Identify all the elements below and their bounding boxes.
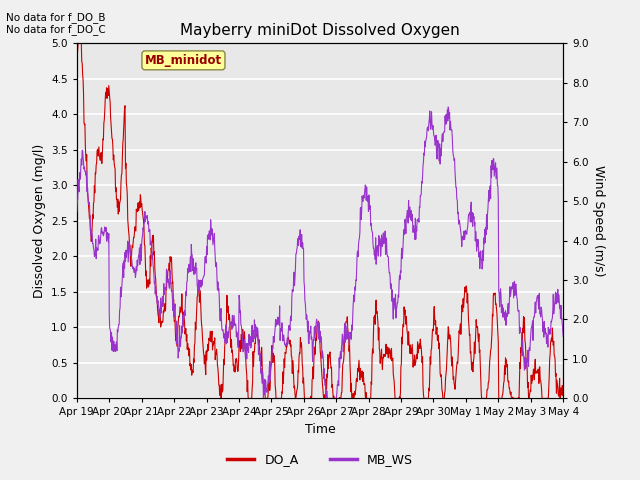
Title: Mayberry miniDot Dissolved Oxygen: Mayberry miniDot Dissolved Oxygen <box>180 23 460 38</box>
Text: No data for f_DO_B: No data for f_DO_B <box>6 12 106 23</box>
Y-axis label: Wind Speed (m/s): Wind Speed (m/s) <box>593 165 605 276</box>
Text: No data for f_DO_C: No data for f_DO_C <box>6 24 106 35</box>
Legend: DO_A, MB_WS: DO_A, MB_WS <box>221 448 419 471</box>
Text: MB_minidot: MB_minidot <box>145 54 222 67</box>
X-axis label: Time: Time <box>305 423 335 436</box>
Y-axis label: Dissolved Oxygen (mg/l): Dissolved Oxygen (mg/l) <box>33 144 45 298</box>
